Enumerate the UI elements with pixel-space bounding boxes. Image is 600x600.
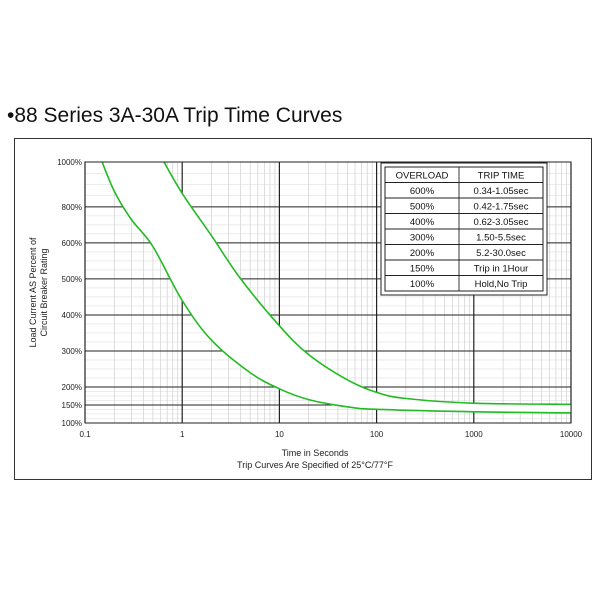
x-tick-label: 10 xyxy=(275,430,284,439)
upper-trip-curve xyxy=(163,162,571,406)
page-title: •88 Series 3A-30A Trip Time Curves xyxy=(7,104,343,127)
y-tick-label: 400% xyxy=(62,311,82,320)
table-header-cell: TRIP TIME xyxy=(478,171,525,182)
table-cell: 200% xyxy=(410,248,435,259)
y-tick-label: 1000% xyxy=(57,158,82,167)
y-tick-label: 200% xyxy=(62,383,82,392)
table-cell: Trip in 1Hour xyxy=(474,264,529,275)
table-cell: 500% xyxy=(410,202,435,213)
chart-frame: 0.1 1 10 100 1000 10000 100% 150% 200% 300% 400% 50… xyxy=(14,138,592,480)
y-tick-label: 600% xyxy=(62,239,82,248)
x-tick-label: 0.1 xyxy=(79,430,91,439)
table-cell: 5.2-30.0sec xyxy=(476,248,526,259)
table-cell: Hold,No Trip xyxy=(475,279,528,290)
table-cell: 1.50-5.5sec xyxy=(476,233,526,244)
y-tick-label: 100% xyxy=(62,419,82,428)
y-tick-label: 500% xyxy=(62,275,82,284)
table-cell: 400% xyxy=(410,217,435,228)
table-cell: 0.62-3.05sec xyxy=(474,217,529,228)
band-fill xyxy=(102,162,571,413)
chart-subtitle: Trip Curves Are Specified of 25°C/77°F xyxy=(237,460,393,470)
lower-trip-curve xyxy=(101,162,571,414)
table-cell: 300% xyxy=(410,233,435,244)
table-cell: 0.42-1.75sec xyxy=(474,202,529,213)
table-header-cell: OVERLOAD xyxy=(396,171,449,182)
axis-labels: Time in Seconds Trip Curves Are Specified… xyxy=(28,237,393,470)
plot-border xyxy=(84,161,572,424)
table-cell: 150% xyxy=(410,264,435,275)
x-tick-label: 1 xyxy=(180,430,185,439)
x-tick-label: 10000 xyxy=(560,430,583,439)
x-tick-label: 100 xyxy=(370,430,384,439)
y-axis-label-line: Load Current AS Percent of xyxy=(28,237,38,348)
x-tick-label: 1000 xyxy=(465,430,483,439)
table-cell: 100% xyxy=(410,279,435,290)
axes: 0.1 1 10 100 1000 10000 100% 150% 200% 300% 400% 50… xyxy=(57,158,583,439)
x-axis-label: Time in Seconds xyxy=(282,448,349,458)
overload-table: OVERLOAD TRIP TIME 600% 0.34-1.05sec 500% 0.4… xyxy=(380,162,548,296)
y-tick-label: 300% xyxy=(62,347,82,356)
y-tick-label: 800% xyxy=(62,203,82,212)
table-cell: 600% xyxy=(410,186,435,197)
table-cell: 0.34-1.05sec xyxy=(474,186,529,197)
trip-band xyxy=(101,162,571,414)
y-axis-label-line: Circuit Breaker Rating xyxy=(39,248,49,336)
y-tick-label: 150% xyxy=(62,401,82,410)
trip-curve-chart: 0.1 1 10 100 1000 10000 100% 150% 200% 300% 400% 50… xyxy=(28,158,583,470)
